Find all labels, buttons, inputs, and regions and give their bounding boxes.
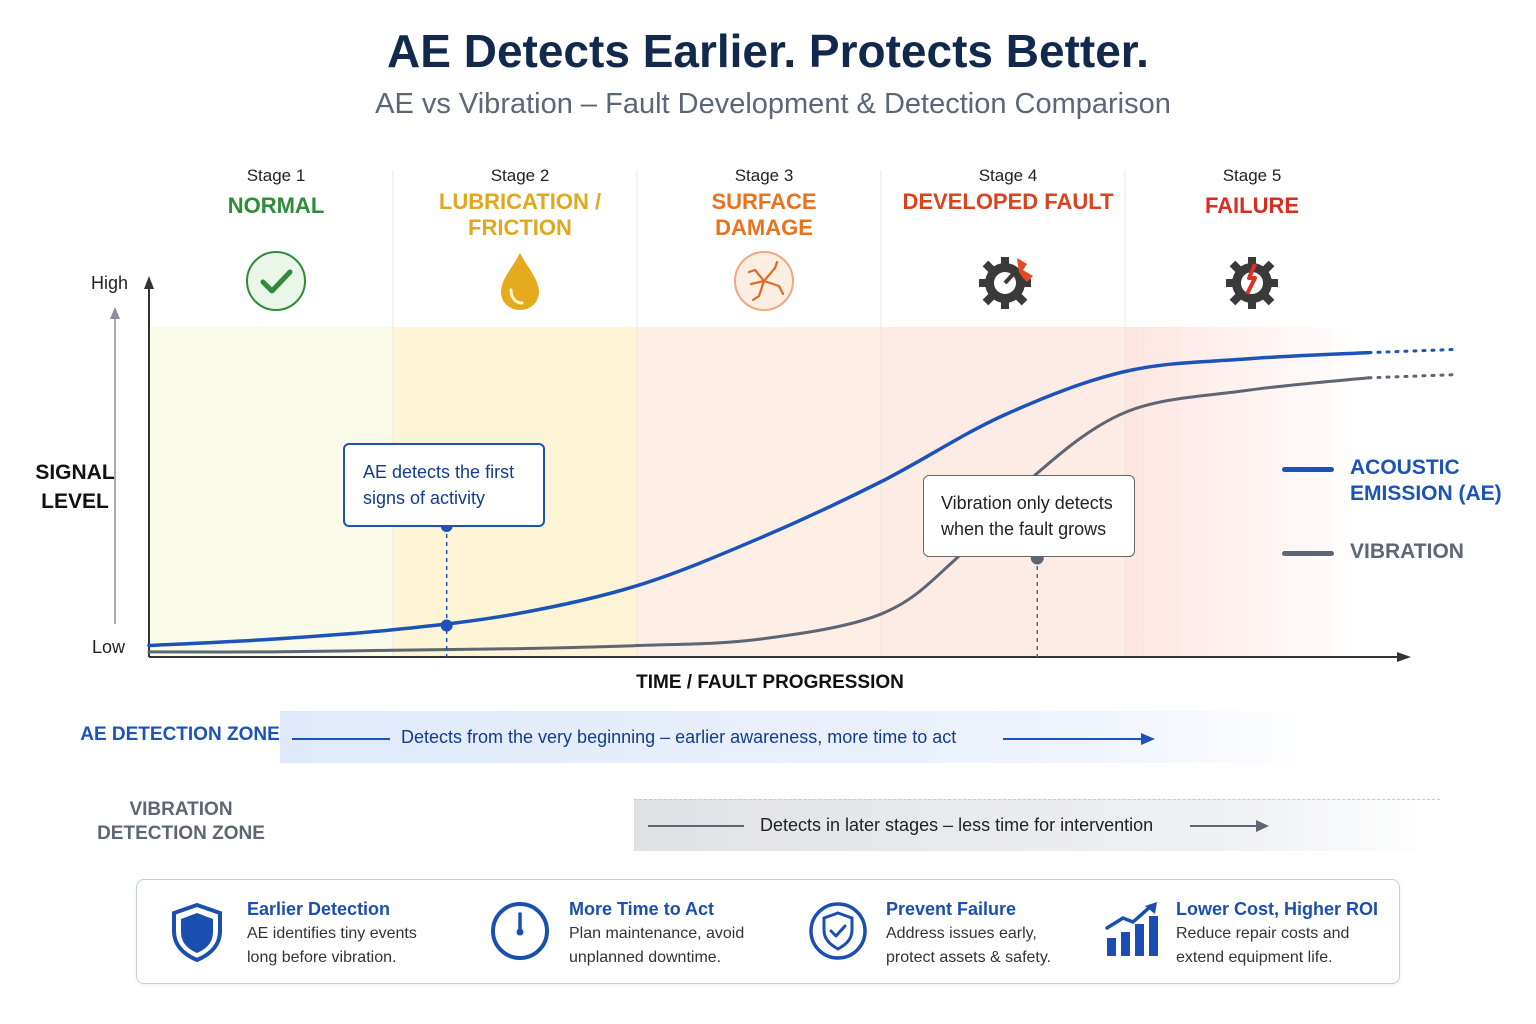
benefit-title: Lower Cost, Higher ROI (1176, 899, 1379, 919)
y-axis-label-word: SIGNAL (35, 461, 115, 484)
legend-vibration-label: VIBRATION (1350, 540, 1464, 563)
shield-icon (172, 902, 222, 962)
vibration-zone-left-line (648, 825, 744, 827)
benefit-text: AE identifies tiny events long before vi… (247, 922, 457, 970)
stage-name: LUBRICATION / FRICTION (405, 189, 635, 241)
vibration-series-dotted-extension (1367, 373, 1456, 380)
vibration-zone-band (634, 799, 1440, 851)
vibration-callout-line-2: when the fault grows (941, 519, 1107, 539)
ae-series-dotted-extension (1367, 347, 1456, 355)
benefit-title: More Time to Act (569, 899, 715, 919)
x-axis-label: TIME / FAULT PROGRESSION (636, 672, 904, 693)
legend-vibration-swatch (1282, 551, 1334, 556)
benefit-text: Plan maintenance, avoid unplanned downti… (569, 922, 779, 970)
y-label-arrowhead (110, 307, 120, 319)
benefit-earlier-detection: Earlier Detection AE identifies tiny eve… (137, 880, 457, 983)
stage-name-line: FRICTION (468, 215, 572, 240)
ae-callout: AE detects the first signs of activity (343, 443, 545, 527)
stage-name-line: LUBRICATION / (438, 189, 602, 214)
ae-zone-text: Detects from the very beginning – earlie… (401, 727, 957, 747)
stage-number: Stage 5 (1222, 166, 1282, 185)
check-circle-icon (246, 251, 306, 311)
vibration-zone-right-line (1190, 825, 1258, 827)
benefit-prevent-failure: Prevent Failure Address issues early, pr… (773, 880, 1089, 983)
vibration-zone-text: Detects in later stages – less time for … (760, 815, 1154, 835)
ae-zone-band (280, 711, 1330, 763)
vibration-zone-label-line-1: VIBRATION (129, 799, 233, 820)
cracked-surface-icon (734, 251, 794, 311)
ae-marker-point (440, 619, 453, 632)
stage-name-line: NORMAL (227, 193, 325, 218)
stage-number: Stage 3 (734, 166, 794, 185)
y-axis-label: SIGNAL LEVEL (20, 458, 130, 516)
stage-name: DEVELOPED FAULT (893, 189, 1123, 215)
page-title: AE Detects Earlier. Protects Better. (387, 25, 1149, 77)
benefit-text-line-2: unplanned downtime. (569, 949, 722, 966)
legend-ae-swatch (1282, 467, 1334, 472)
vibration-series-line (147, 376, 1371, 654)
stage-name: FAILURE (1137, 193, 1367, 219)
shield-check-icon (809, 902, 867, 960)
ae-zone-right-line (1003, 738, 1143, 740)
ae-callout-line-1: AE detects the first (363, 462, 515, 482)
benefit-title: Prevent Failure (886, 899, 1017, 919)
clock-icon (491, 902, 549, 960)
broken-gear-icon (1226, 257, 1278, 309)
benefit-text-line-1: Address issues early, (886, 925, 1037, 942)
stage-number: Stage 4 (978, 166, 1038, 185)
ae-series-line (147, 350, 1371, 648)
x-axis-arrowhead (1397, 652, 1411, 662)
benefit-text-line-1: Reduce repair costs and (1176, 925, 1350, 942)
oil-drop-icon (501, 253, 539, 310)
benefit-text-line-2: protect assets & safety. (886, 949, 1052, 966)
y-tick-high: High (91, 273, 129, 293)
benefit-text: Address issues early, protect assets & s… (886, 922, 1096, 970)
ae-callout-line-2: signs of activity (363, 488, 486, 508)
vibration-callout-line-1: Vibration only detects (941, 493, 1113, 513)
y-axis-label-word: LEVEL (41, 490, 109, 513)
vibration-zone-label: VIBRATION DETECTION ZONE (76, 798, 286, 846)
vibration-zone-arrowhead (1256, 820, 1269, 832)
stage-name-line: DEVELOPED FAULT (902, 189, 1114, 214)
benefit-text-line-2: extend equipment life. (1176, 949, 1333, 966)
benefit-text-line-1: AE identifies tiny events (247, 925, 417, 942)
vibration-zone-label-line-2: DETECTION ZONE (97, 823, 265, 844)
stage-name-line: SURFACE (711, 189, 817, 214)
y-axis-arrowhead (144, 276, 154, 289)
page-subtitle: AE vs Vibration – Fault Development & De… (375, 88, 1171, 120)
benefit-text-line-1: Plan maintenance, avoid (569, 925, 745, 942)
legend-ae-label: ACOUSTIC EMISSION (AE) (1350, 456, 1502, 505)
vibration-callout: Vibration only detects when the fault gr… (923, 475, 1135, 557)
gear-fault-icon (979, 257, 1033, 309)
benefit-text-line-2: long before vibration. (247, 949, 397, 966)
stage-band-3 (637, 327, 881, 657)
ae-zone-left-line (292, 738, 390, 740)
stage-name-line: DAMAGE (715, 215, 813, 240)
benefit-title: Earlier Detection (247, 899, 391, 919)
benefit-lower-cost: Lower Cost, Higher ROI Reduce repair cos… (1089, 880, 1397, 983)
stage-name-line: FAILURE (1204, 193, 1300, 218)
stage-number: Stage 1 (246, 166, 306, 185)
ae-zone-label: AE DETECTION ZONE (80, 724, 280, 745)
benefits-panel: Earlier Detection AE identifies tiny eve… (136, 879, 1400, 984)
stage-number: Stage 2 (490, 166, 550, 185)
benefit-text: Reduce repair costs and extend equipment… (1176, 922, 1386, 970)
ae-zone-arrowhead (1141, 733, 1155, 745)
bar-chart-growth-icon (1105, 902, 1158, 956)
legend-ae: ACOUSTIC EMISSION (AE) (1282, 455, 1520, 507)
stage-name: SURFACE DAMAGE (649, 189, 879, 241)
stage-name: NORMAL (161, 193, 391, 219)
y-tick-low: Low (92, 637, 126, 657)
legend-vibration: VIBRATION (1282, 539, 1464, 565)
benefit-more-time: More Time to Act Plan maintenance, avoid… (457, 880, 773, 983)
